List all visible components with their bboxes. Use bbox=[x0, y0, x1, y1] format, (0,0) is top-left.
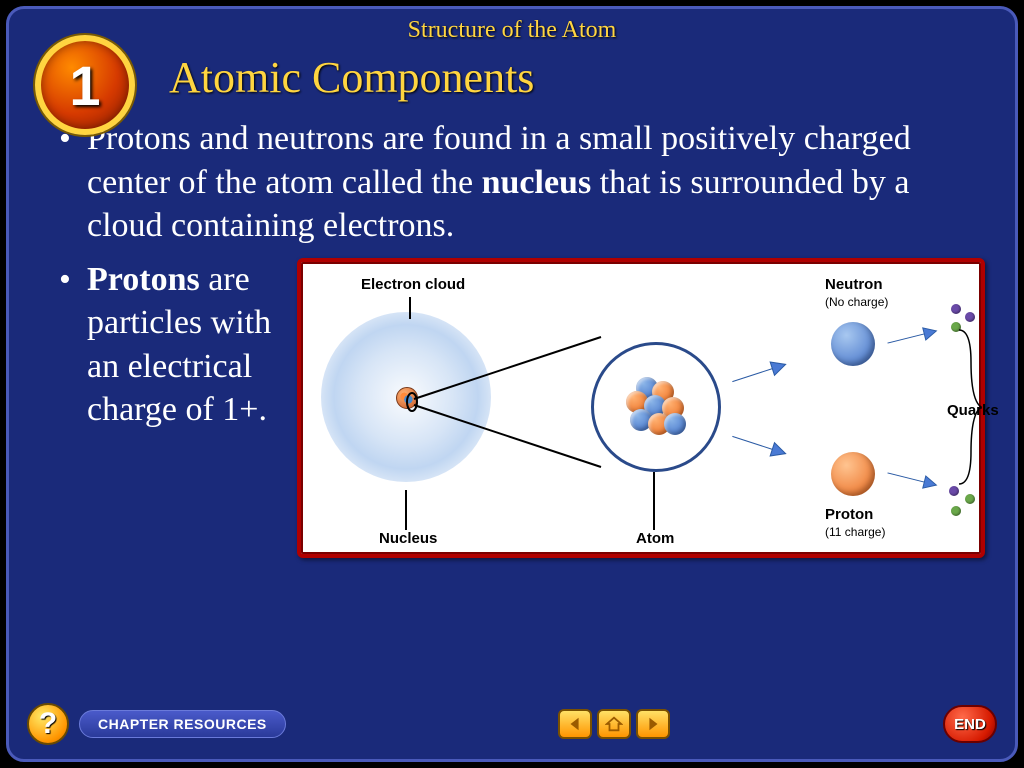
chapter-resources-button[interactable]: CHAPTER RESOURCES bbox=[79, 710, 286, 738]
end-button[interactable]: END bbox=[943, 705, 997, 743]
arrow-icon bbox=[727, 425, 791, 464]
footer-bar: ? CHAPTER RESOURCES END bbox=[21, 701, 1003, 747]
next-button[interactable] bbox=[636, 709, 670, 739]
prev-button[interactable] bbox=[558, 709, 592, 739]
bullet-1: • Protons and neutrons are found in a sm… bbox=[59, 117, 985, 248]
neutron-particle bbox=[831, 322, 875, 366]
help-button[interactable]: ? bbox=[27, 703, 69, 745]
section-number: 1 bbox=[69, 53, 100, 118]
content-area: • Protons and neutrons are found in a sm… bbox=[29, 117, 995, 558]
atom-nucleus-zoom bbox=[591, 342, 721, 472]
b1-bold: nucleus bbox=[482, 164, 592, 201]
arrow-icon bbox=[883, 319, 941, 353]
section-badge: 1 bbox=[35, 35, 135, 135]
home-button[interactable] bbox=[597, 709, 631, 739]
proton-particle bbox=[831, 452, 875, 496]
slide-title: Atomic Components bbox=[169, 52, 995, 103]
chapter-header: Structure of the Atom bbox=[29, 17, 995, 44]
arrow-icon bbox=[883, 461, 941, 495]
quarks-bracket bbox=[941, 322, 1001, 492]
arrow-icon bbox=[727, 353, 791, 392]
label-neutron: Neutron (No charge) bbox=[825, 276, 888, 310]
atom-diagram: Electron cloud Nucleus Atom Neutron (No … bbox=[297, 258, 985, 558]
label-proton: Proton (11 charge) bbox=[825, 506, 885, 540]
bullet-2: • Protons are particles with an electric… bbox=[59, 258, 279, 432]
nav-group bbox=[558, 709, 670, 739]
label-electron-cloud: Electron cloud bbox=[361, 276, 465, 293]
label-atom: Atom bbox=[636, 530, 674, 547]
b2-bold: Protons bbox=[87, 261, 200, 298]
label-nucleus: Nucleus bbox=[379, 530, 437, 547]
